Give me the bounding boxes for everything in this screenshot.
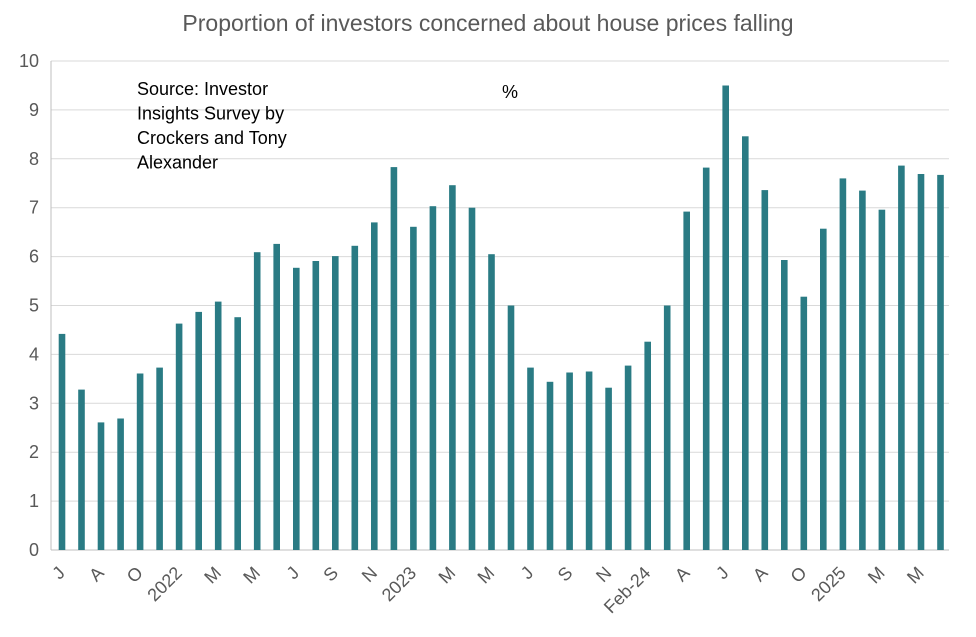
bar <box>410 226 417 551</box>
x-tick-label: J <box>712 563 733 584</box>
bar <box>312 261 320 550</box>
x-tick-label: J <box>517 563 538 584</box>
y-tick-label: 1 <box>29 491 39 511</box>
x-tick-label: O <box>787 563 811 587</box>
x-tick-label: A <box>749 563 772 586</box>
x-tick-label: 2023 <box>378 563 420 605</box>
bar <box>449 185 456 550</box>
bar <box>683 211 690 550</box>
x-tick-label: M <box>864 563 889 588</box>
x-tick-label: J <box>283 563 304 584</box>
bar <box>702 167 710 550</box>
bar <box>937 174 944 550</box>
bar <box>527 367 534 550</box>
x-tick-label: A <box>85 563 108 586</box>
x-tick-label: M <box>200 563 225 588</box>
bar <box>859 190 866 550</box>
bar <box>663 305 671 550</box>
bar <box>546 381 554 550</box>
bar <box>117 418 124 550</box>
bar <box>917 174 925 550</box>
y-tick-label: 8 <box>29 149 39 169</box>
bar <box>390 167 398 550</box>
bar <box>742 136 749 551</box>
y-tick-label: 5 <box>29 296 39 316</box>
bar <box>253 252 261 550</box>
source-note-line: Alexander <box>137 153 218 173</box>
y-tick-label: 4 <box>29 344 39 364</box>
bar <box>195 311 202 550</box>
x-tick-label: M <box>435 563 460 588</box>
x-tick-label: S <box>319 563 342 586</box>
y-tick-label: 10 <box>19 51 39 71</box>
bar <box>97 422 105 550</box>
bar <box>624 365 632 550</box>
y-tick-label: 9 <box>29 100 39 120</box>
unit-label: % <box>502 82 518 102</box>
bar <box>488 254 495 550</box>
x-tick-label: M <box>474 563 499 588</box>
bar <box>839 178 847 550</box>
bar <box>468 207 476 550</box>
bar <box>273 243 280 550</box>
source-note-line: Crockers and Tony <box>137 128 287 148</box>
bar <box>800 296 808 550</box>
bar <box>878 209 886 550</box>
source-note-line: Source: Investor <box>137 79 268 99</box>
bar <box>58 333 66 550</box>
bar <box>351 245 359 551</box>
x-tick-label: 2022 <box>143 563 185 605</box>
x-tick-label: 2025 <box>807 563 849 605</box>
bar <box>175 323 183 550</box>
y-tick-label: 6 <box>29 247 39 267</box>
bar <box>136 373 144 550</box>
bar <box>722 85 729 550</box>
x-tick-label: M <box>239 563 264 588</box>
bar <box>293 267 300 550</box>
x-tick-label: A <box>671 563 694 586</box>
x-tick-label: N <box>358 563 381 586</box>
x-tick-label: J <box>48 563 69 584</box>
x-tick-label: O <box>123 563 147 587</box>
source-note-line: Insights Survey by <box>137 104 284 124</box>
bar <box>156 367 163 550</box>
x-tick-label: S <box>554 563 577 586</box>
bar <box>332 256 339 550</box>
bar <box>429 206 437 550</box>
y-tick-label: 7 <box>29 198 39 218</box>
x-tick-label: M <box>903 563 928 588</box>
bar <box>214 301 222 550</box>
bar <box>566 372 573 550</box>
y-tick-label: 3 <box>29 393 39 413</box>
x-tick-label: N <box>592 563 615 586</box>
bar <box>234 317 241 550</box>
bar <box>644 341 651 550</box>
bar <box>605 387 612 550</box>
y-tick-label: 2 <box>29 442 39 462</box>
bar <box>507 305 515 550</box>
bar <box>371 222 378 550</box>
bar <box>898 165 905 550</box>
bar <box>761 190 769 550</box>
bar <box>585 371 593 550</box>
bar <box>781 260 788 550</box>
bar <box>820 228 827 550</box>
bar <box>78 389 85 550</box>
chart-title: Proportion of investors concerned about … <box>182 10 794 36</box>
y-tick-label: 0 <box>29 540 39 560</box>
